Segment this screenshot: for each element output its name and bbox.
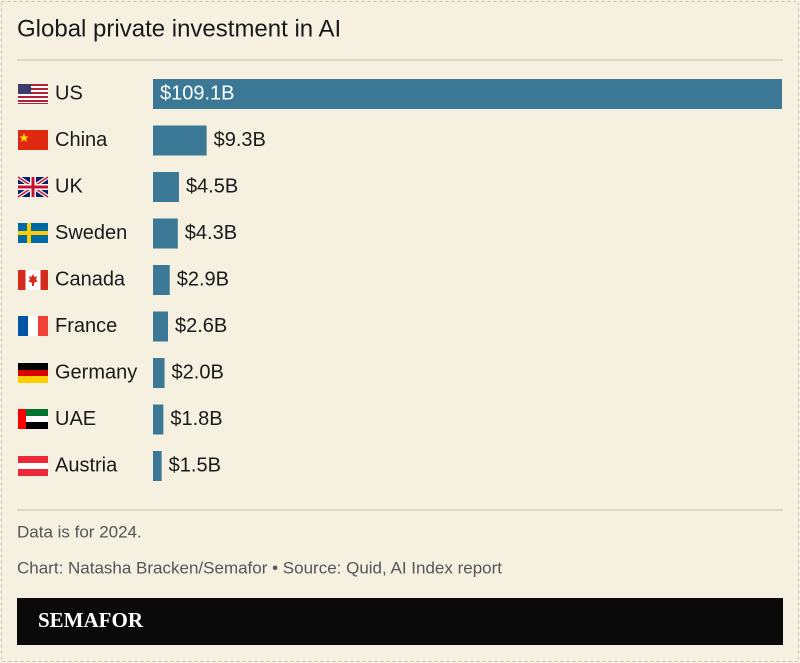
bar xyxy=(153,265,170,295)
category-label: China xyxy=(55,129,108,151)
value-label: $2.9B xyxy=(177,268,229,290)
flag-china xyxy=(18,130,48,150)
credit: Chart: Natasha Bracken/Semafor • Source:… xyxy=(17,558,502,577)
category-label: Sweden xyxy=(55,222,127,244)
bar xyxy=(153,404,164,435)
bar xyxy=(153,451,162,481)
value-label: $4.5B xyxy=(186,175,238,197)
chart-title: Global private investment in AI xyxy=(17,15,341,42)
value-label: $1.8B xyxy=(170,408,222,430)
value-label: $9.3B xyxy=(214,129,266,151)
bar xyxy=(153,311,168,342)
flag-austria xyxy=(18,456,48,476)
bar xyxy=(153,79,782,109)
bar xyxy=(153,358,165,388)
brand-bar xyxy=(17,598,783,645)
category-label: France xyxy=(55,315,117,337)
category-label: US xyxy=(55,82,83,104)
note: Data is for 2024. xyxy=(17,522,142,541)
flag-us xyxy=(18,84,48,104)
value-label: $4.3B xyxy=(185,222,237,244)
value-label: $2.6B xyxy=(175,315,227,337)
value-label: $1.5B xyxy=(169,454,221,476)
flag-germany xyxy=(18,363,48,383)
value-label: $109.1B xyxy=(160,82,235,104)
flag-uae xyxy=(18,409,48,429)
brand: SEMAFOR xyxy=(38,608,144,632)
flag-canada xyxy=(18,270,48,290)
bar xyxy=(153,125,207,156)
flag-uk xyxy=(16,175,50,199)
flag-sweden xyxy=(18,223,48,243)
category-label: Austria xyxy=(55,454,118,476)
category-label: Germany xyxy=(55,361,137,383)
flag-france xyxy=(18,316,48,336)
category-label: UK xyxy=(55,175,83,197)
category-label: Canada xyxy=(55,268,126,290)
category-label: UAE xyxy=(55,408,96,430)
bar xyxy=(153,218,178,249)
bar xyxy=(153,172,179,202)
value-label: $2.0B xyxy=(172,361,224,383)
